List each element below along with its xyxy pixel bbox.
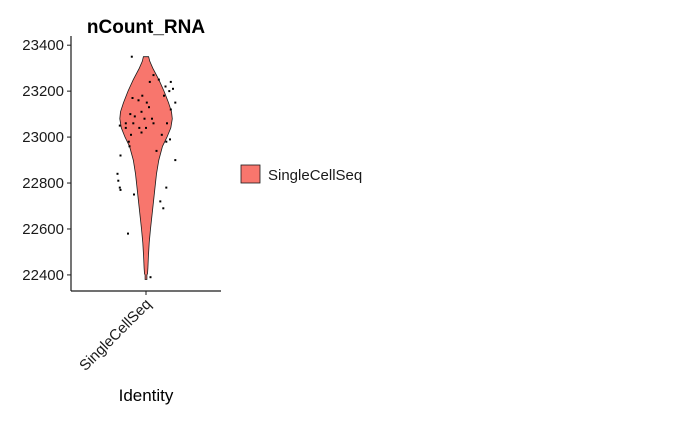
y-tick-label: 23200 bbox=[22, 83, 64, 100]
y-ticks: 22400 22600 22800 23000 23200 23400 bbox=[22, 37, 71, 284]
legend: SingleCellSeq bbox=[240, 164, 362, 184]
data-point bbox=[145, 101, 148, 104]
data-point bbox=[148, 80, 151, 83]
chart-title: nCount_RNA bbox=[87, 17, 205, 38]
data-point bbox=[143, 117, 146, 120]
data-point bbox=[119, 188, 122, 191]
y-tick-label: 23000 bbox=[22, 129, 64, 146]
data-point bbox=[118, 186, 121, 189]
x-axis-title: Identity bbox=[119, 386, 174, 405]
data-point bbox=[163, 94, 165, 97]
y-tick-label: 23400 bbox=[22, 37, 64, 54]
data-point bbox=[130, 133, 132, 136]
data-point bbox=[160, 133, 163, 136]
data-point bbox=[165, 186, 168, 189]
y-tick-label: 22400 bbox=[22, 267, 64, 284]
points-layer bbox=[116, 55, 177, 279]
data-point bbox=[124, 122, 127, 125]
data-point bbox=[140, 131, 143, 134]
data-point bbox=[152, 74, 155, 77]
data-point bbox=[159, 200, 162, 203]
data-point bbox=[127, 140, 130, 143]
data-point bbox=[145, 126, 147, 129]
data-point bbox=[116, 172, 119, 175]
data-point bbox=[148, 106, 150, 109]
data-point bbox=[138, 126, 141, 129]
data-point bbox=[124, 126, 127, 129]
data-point bbox=[169, 108, 172, 111]
x-tick-label: SingleCellSeq bbox=[76, 296, 155, 375]
data-point bbox=[141, 94, 144, 97]
data-point bbox=[118, 124, 121, 127]
data-point bbox=[166, 122, 168, 125]
violin-shape bbox=[119, 56, 173, 280]
data-point bbox=[151, 117, 153, 120]
data-point bbox=[155, 149, 158, 152]
data-point bbox=[165, 140, 168, 143]
data-point bbox=[133, 193, 135, 196]
y-tick-label: 22800 bbox=[22, 175, 64, 192]
data-point bbox=[149, 276, 152, 279]
data-point bbox=[169, 138, 171, 141]
data-point bbox=[172, 87, 174, 90]
data-point bbox=[174, 159, 177, 162]
data-point bbox=[130, 55, 133, 58]
data-point bbox=[164, 85, 167, 88]
data-point bbox=[119, 154, 122, 157]
legend-key bbox=[240, 164, 261, 184]
x-ticks: SingleCellSeq bbox=[76, 291, 155, 374]
y-tick-label: 22600 bbox=[22, 221, 64, 238]
legend-label: SingleCellSeq bbox=[268, 167, 362, 184]
data-point bbox=[152, 122, 155, 125]
data-point bbox=[157, 78, 160, 81]
data-point bbox=[140, 110, 143, 113]
data-point bbox=[169, 80, 172, 83]
violin-layer bbox=[119, 56, 173, 280]
data-point bbox=[117, 179, 120, 182]
data-point bbox=[129, 113, 132, 116]
data-point bbox=[174, 101, 177, 104]
data-point bbox=[132, 122, 135, 125]
data-point bbox=[133, 115, 136, 118]
data-point bbox=[128, 145, 131, 148]
data-point bbox=[137, 99, 140, 102]
data-point bbox=[168, 90, 171, 93]
data-point bbox=[127, 232, 129, 235]
data-point bbox=[162, 207, 165, 210]
data-point bbox=[131, 97, 134, 99]
